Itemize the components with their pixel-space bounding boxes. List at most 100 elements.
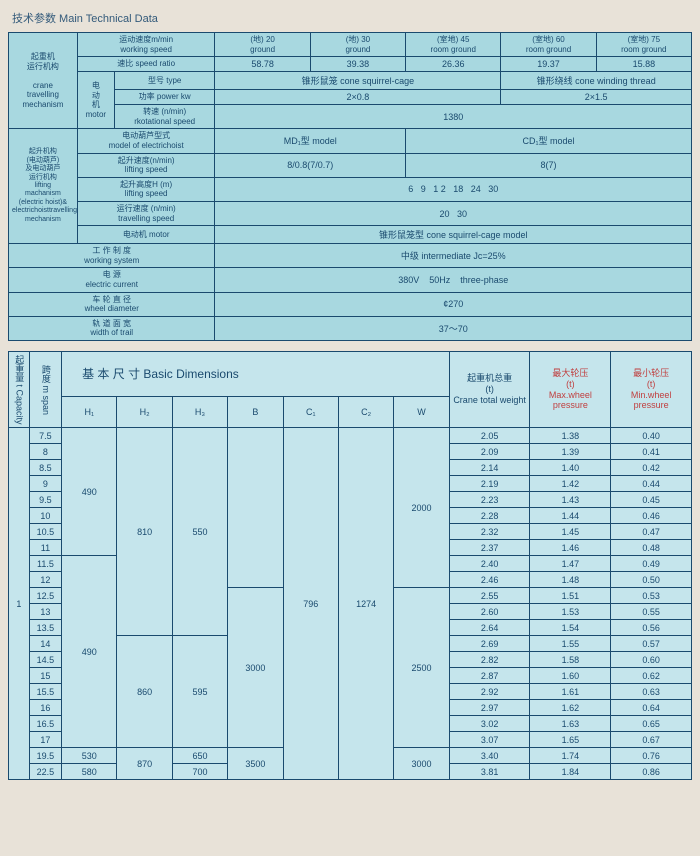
type-v2: 锥形绕线 cone winding thread — [501, 72, 692, 90]
model-eh-label: 电动葫芦型式 model of electrichoist — [77, 129, 215, 153]
table-cell: 9.5 — [29, 492, 61, 508]
table-cell: 2.87 — [449, 668, 530, 684]
ws-val-3: (室地) 60 room ground — [501, 33, 596, 57]
maxp-header: 最大轮压(t)Max.wheel pressure — [530, 351, 611, 428]
table-cell: 1.53 — [530, 604, 611, 620]
table-cell: 0.45 — [611, 492, 692, 508]
table-cell: 2.37 — [449, 540, 530, 556]
table-cell: 0.47 — [611, 524, 692, 540]
table-cell: 1.65 — [530, 732, 611, 748]
table-cell: 1.58 — [530, 652, 611, 668]
table-cell: 550 — [172, 428, 227, 636]
table-cell: 16 — [29, 700, 61, 716]
table-cell: 2.19 — [449, 476, 530, 492]
table-cell: 650 — [172, 748, 227, 764]
ws-val-2: (室地) 45 room ground — [406, 33, 501, 57]
table-cell: 1.40 — [530, 460, 611, 476]
table-cell: 1.48 — [530, 572, 611, 588]
table-cell: 2.92 — [449, 684, 530, 700]
bd-title: 基 本 尺 寸 Basic Dimensions — [62, 351, 450, 396]
table-cell: 1.74 — [530, 748, 611, 764]
table-cell: 2.97 — [449, 700, 530, 716]
table-cell: 1.42 — [530, 476, 611, 492]
table-cell: 0.67 — [611, 732, 692, 748]
table-cell: 16.5 — [29, 716, 61, 732]
ws-val-4: (室地) 75 room ground — [596, 33, 691, 57]
table-cell: 0.57 — [611, 636, 692, 652]
w-header: W — [394, 396, 449, 428]
span-header: 跨度 m span — [29, 351, 61, 428]
ecurrent-label: 电 源 electric current — [9, 268, 215, 292]
table-cell: 2.14 — [449, 460, 530, 476]
table-cell: 17 — [29, 732, 61, 748]
table-cell: 796 — [283, 428, 338, 780]
working-speed-label: 运动速度m/min working speed — [77, 33, 215, 57]
wheel-d-v: ¢270 — [215, 292, 692, 316]
table-cell: 0.42 — [611, 460, 692, 476]
table-cell — [228, 428, 283, 588]
table-cell: 7.5 — [29, 428, 61, 444]
table-cell: 14.5 — [29, 652, 61, 668]
table-cell: 860 — [117, 636, 172, 748]
lh-v: 6 9 1 2 18 24 30 — [215, 177, 692, 201]
table-cell: 8 — [29, 444, 61, 460]
motor2-v: 锥形鼠笼型 cone squirrel-cage model — [215, 226, 692, 244]
table-cell: 0.62 — [611, 668, 692, 684]
table-cell: 0.60 — [611, 652, 692, 668]
table-cell: 490 — [62, 556, 117, 748]
table-cell: 0.63 — [611, 684, 692, 700]
table-cell: 530 — [62, 748, 117, 764]
table-cell: 11.5 — [29, 556, 61, 572]
table-cell: 1.51 — [530, 588, 611, 604]
b-header: B — [228, 396, 283, 428]
ls-v1: 8/0.8(7/0.7) — [215, 153, 406, 177]
table-cell: 3.07 — [449, 732, 530, 748]
table-cell: 490 — [62, 428, 117, 556]
table-cell: 870 — [117, 748, 172, 780]
table-cell: 1.84 — [530, 764, 611, 780]
table-cell: 0.40 — [611, 428, 692, 444]
table-cell: 2.60 — [449, 604, 530, 620]
crane-mech-label: 起重机 运行机构 crane travelling mechanism — [9, 33, 78, 129]
model-v2: CD₁型 model — [406, 129, 692, 153]
table-cell: 0.55 — [611, 604, 692, 620]
table-cell: 2.55 — [449, 588, 530, 604]
ws-val-1: (地) 30 ground — [310, 33, 405, 57]
table-cell: 1.54 — [530, 620, 611, 636]
table-cell: 10 — [29, 508, 61, 524]
table-cell: 1.60 — [530, 668, 611, 684]
table-cell: 700 — [172, 764, 227, 780]
trav-speed-label: 运行速度 (n/min) travelling speed — [77, 201, 215, 225]
sr-2: 26.36 — [406, 57, 501, 72]
table-cell: 1.44 — [530, 508, 611, 524]
table-cell: 0.86 — [611, 764, 692, 780]
table-cell: 2.28 — [449, 508, 530, 524]
power-v1: 2×0.8 — [215, 90, 501, 105]
table-cell: 3000 — [394, 748, 449, 780]
table-cell: 2500 — [394, 588, 449, 748]
table-cell: 3.02 — [449, 716, 530, 732]
ecurrent-v: 380V 50Hz three-phase — [215, 268, 692, 292]
work-sys-v: 中级 intermediate Jc=25% — [215, 244, 692, 268]
table-cell: 13 — [29, 604, 61, 620]
ws-val-0: (地) 20 ground — [215, 33, 310, 57]
wheel-d-label: 车 轮 直 径 wheel diameter — [9, 292, 215, 316]
table-cell: 2.05 — [449, 428, 530, 444]
table-cell: 2.46 — [449, 572, 530, 588]
cw-header: 起重机总重(t)Crane total weight — [449, 351, 530, 428]
table-cell: 2.40 — [449, 556, 530, 572]
c2-header: C₂ — [338, 396, 393, 428]
table-cell: 2.82 — [449, 652, 530, 668]
h1-header: H₁ — [62, 396, 117, 428]
sr-4: 15.88 — [596, 57, 691, 72]
table-cell: 1.39 — [530, 444, 611, 460]
lift-mech-label: 起升机构 (电动葫芦) 及电动葫芦 运行机构 lifting machanism… — [9, 129, 78, 244]
table-cell: 10.5 — [29, 524, 61, 540]
table-cell: 595 — [172, 636, 227, 748]
table-cell: 0.65 — [611, 716, 692, 732]
motor2-label: 电动机 motor — [77, 226, 215, 244]
page-title: 技术参数 Main Technical Data — [12, 10, 692, 26]
ts-v: 20 30 — [215, 201, 692, 225]
table-cell: 2.32 — [449, 524, 530, 540]
table-cell: 1.43 — [530, 492, 611, 508]
